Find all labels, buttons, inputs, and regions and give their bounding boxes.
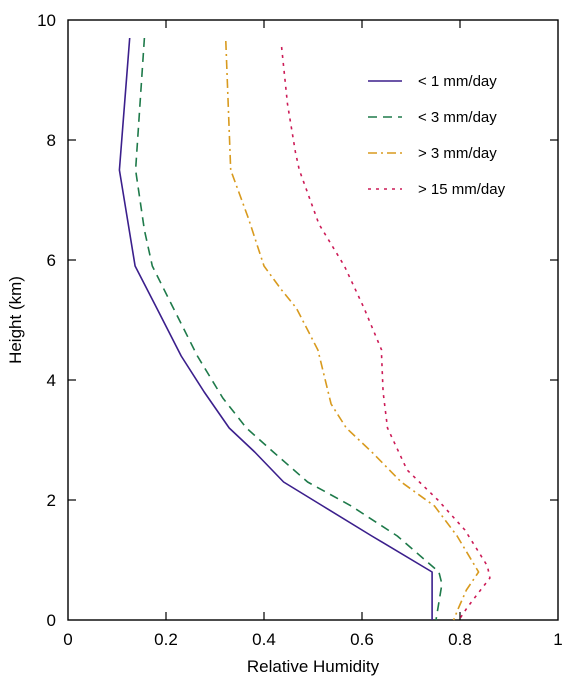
y-tick-label: 2 — [47, 491, 56, 510]
series-lines — [118, 37, 491, 621]
y-tick-label: 10 — [37, 11, 56, 30]
series-line-1 — [118, 37, 433, 620]
y-tick-label: 0 — [47, 611, 56, 630]
legend-label-4: > 15 mm/day — [418, 181, 506, 198]
legend-label-3: > 3 mm/day — [418, 145, 497, 162]
x-tick-label: 0.2 — [154, 630, 178, 649]
y-tick-label: 6 — [47, 251, 56, 270]
y-tick-label: 8 — [47, 131, 56, 150]
plot-frame — [67, 19, 559, 621]
legend: < 1 mm/day < 3 mm/day > 3 mm/day > 15 mm/da… — [368, 73, 506, 198]
x-tick-label: 0.4 — [252, 630, 276, 649]
y-axis-ticks: 0 2 4 6 8 10 — [37, 11, 558, 630]
x-axis-ticks: 0 0.2 0.4 0.6 0.8 1 — [63, 20, 563, 649]
series-line-3 — [225, 40, 480, 621]
y-tick-label: 4 — [47, 371, 56, 390]
series-line-2 — [134, 37, 443, 621]
legend-label-1: < 1 mm/day — [418, 73, 497, 90]
series-line-4 — [280, 46, 491, 621]
x-tick-label: 0 — [63, 630, 72, 649]
x-tick-label: 0.8 — [448, 630, 472, 649]
x-tick-label: 0.6 — [350, 630, 374, 649]
y-axis-label: Height (km) — [6, 276, 25, 364]
x-tick-label: 1 — [553, 630, 562, 649]
legend-label-2: < 3 mm/day — [418, 109, 497, 126]
x-axis-label: Relative Humidity — [247, 657, 380, 676]
